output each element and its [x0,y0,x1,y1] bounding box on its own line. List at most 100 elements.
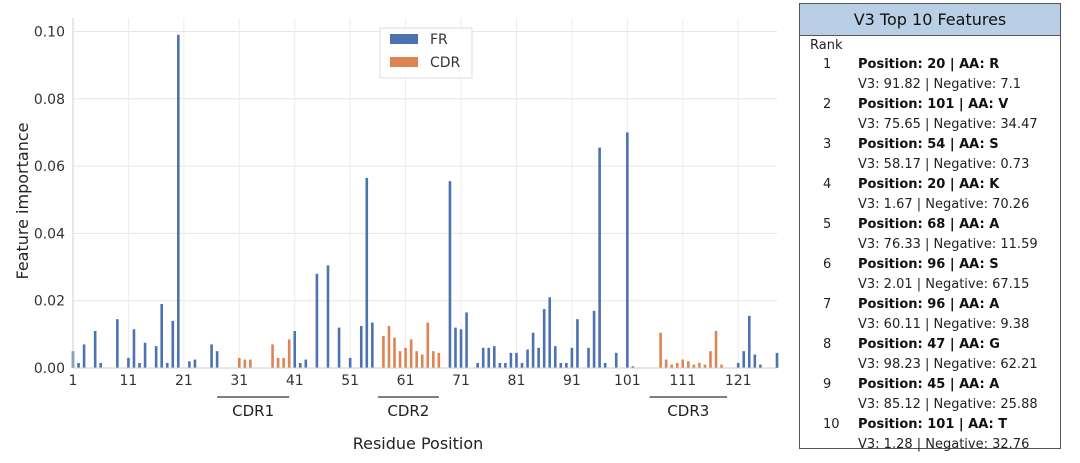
bar-fr [603,362,607,368]
y-tick-label: 0.10 [34,24,65,40]
y-axis-label: Feature importance [13,123,32,280]
x-tick-label: 101 [614,373,641,389]
bar-fr [215,351,219,368]
bar-fr [138,362,141,368]
bar-fr [515,352,518,368]
rank-number: 10 [823,417,840,432]
bar-cdr [659,332,662,368]
bar-cdr [398,351,402,368]
bar-fr [531,332,535,368]
bar-cdr [692,364,696,368]
y-tick-label: 0.02 [34,294,65,310]
bar-cdr [437,352,441,368]
bar-cdr [393,337,396,368]
bar-fr [448,181,452,368]
bar-fr [476,362,479,368]
x-tick-label: 21 [175,373,193,389]
x-tick-label: 71 [452,373,470,389]
rank-scores: V3: 58.17 | Negative: 0.73 [858,157,1030,172]
bar-cdr [681,359,685,368]
rank-number: 3 [823,137,832,152]
bar-fr [509,352,513,368]
bar-cdr [415,351,418,368]
rank-scores: V3: 91.82 | Negative: 7.1 [858,77,1022,92]
bar-fr [537,347,540,368]
bar-cdr [382,336,385,368]
bar-fr [736,362,740,368]
bar-fr [742,351,746,368]
cdr-label: CDR1 [232,402,274,420]
bar-fr [487,347,491,368]
rank-feature: Position: 96 | AA: S [858,257,999,272]
legend-label-cdr: CDR [430,55,461,71]
bar-cdr [404,347,407,368]
bar-fr [359,325,363,368]
bar-cdr [720,364,723,368]
rank-number: 8 [823,337,832,352]
bar-cdr [664,359,668,368]
x-tick-label: 81 [508,373,526,389]
bar-fr [348,357,352,368]
rank-number: 1 [823,57,832,72]
rank-header: Rank [810,38,843,53]
bars [71,34,779,368]
panel-title: V3 Top 10 Features [800,4,1060,36]
bar-fr [520,362,524,368]
bar-cdr [670,364,673,368]
rank-number: 2 [823,97,832,112]
bar-fr [759,364,762,368]
x-tick-label: 31 [230,373,248,389]
cdr-label: CDR3 [667,402,709,420]
bar-fr [143,342,147,368]
bar-fr [188,361,191,368]
bar-cdr [237,357,241,368]
rank-feature: Position: 68 | AA: A [858,217,1000,232]
bar-cdr [409,339,413,368]
bar-fr [177,34,180,368]
legend: FR CDR [379,27,473,79]
bar-cdr [249,359,252,368]
x-axis-label: Residue Position [353,434,484,453]
bar-cdr [271,344,274,368]
bar-fr [165,362,169,368]
rank-feature: Position: 101 | AA: V [858,97,1009,112]
x-tick-label: 91 [563,373,581,389]
bar-fr [132,329,136,368]
bar-fr [542,309,546,368]
rank-item: 2 Position: 101 | AA: V V3: 75.65 | Negati… [800,97,1060,137]
rank-feature: Position: 20 | AA: R [858,57,1000,72]
bar-fr [326,265,330,368]
bar-fr [315,273,319,368]
rank-scores: V3: 2.01 | Negative: 67.15 [858,277,1030,292]
rank-scores: V3: 75.65 | Negative: 34.47 [858,117,1038,132]
bar-fr [504,362,507,368]
bar-fr [548,297,552,368]
bar-cdr [703,364,707,368]
bar-fr [337,327,341,368]
rank-feature: Position: 101 | AA: T [858,417,1008,432]
cdr-annotations: CDR1 CDR2 CDR3 [217,396,728,420]
bar-fr [160,304,163,368]
y-tick-label: 0.06 [34,159,65,175]
bar-fr [775,352,779,368]
bar-fr [614,352,618,368]
x-tick-label: 51 [341,373,359,389]
x-tick-label: 11 [120,373,138,389]
bar-cdr [420,354,424,368]
bar-cdr [432,351,435,368]
rank-scores: V3: 60.11 | Negative: 9.38 [858,317,1030,332]
bar-fr [459,329,463,368]
rank-feature: Position: 20 | AA: K [858,177,1000,192]
y-tick-label: 0.08 [34,92,65,108]
bar-fr [631,366,635,368]
legend-swatch-cdr [390,57,418,67]
bar-fr [365,177,369,368]
bar-fr [116,319,119,368]
bar-fr [304,359,308,368]
rank-feature: Position: 45 | AA: A [858,377,1000,392]
rank-item: 7 Position: 96 | AA: A V3: 60.11 | Negativ… [800,297,1060,337]
feature-importance-chart: 0.000.020.040.060.080.101 11 21 31 41 51 61 71 8… [13,18,779,453]
x-tick-label: 1 [69,373,78,389]
rank-item: 10 Position: 101 | AA: T V3: 1.28 | Negati… [800,417,1060,457]
cdr-label: CDR2 [387,402,429,420]
